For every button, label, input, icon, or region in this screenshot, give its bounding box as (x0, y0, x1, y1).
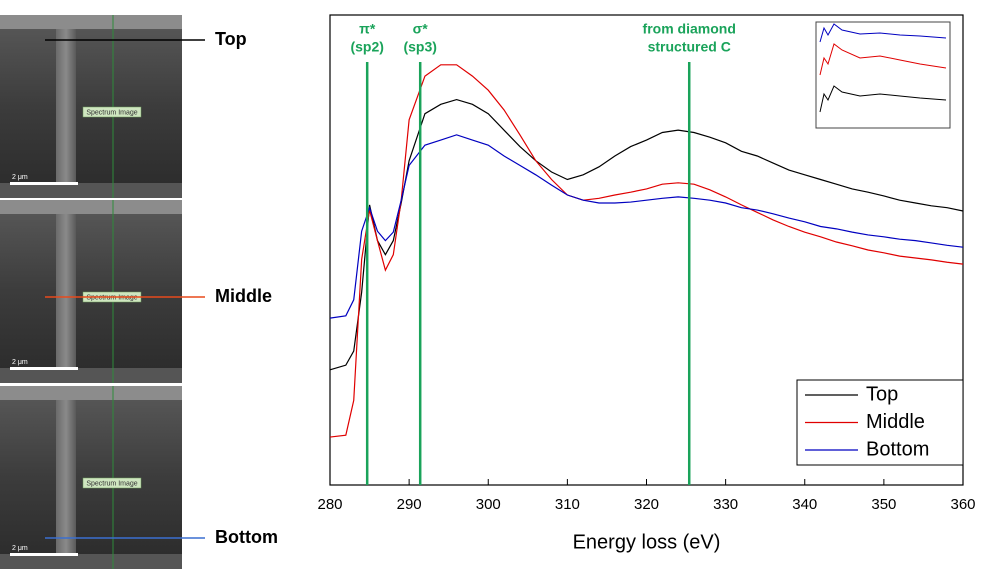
scale-bar (10, 553, 78, 556)
sem-stripe (56, 400, 76, 569)
scale-bar (10, 367, 78, 370)
series-line (329, 98, 964, 371)
scale-bar (10, 182, 78, 185)
scale-label: 2 μm (12, 545, 28, 552)
sem-bottom (0, 554, 182, 569)
sem-top-band (0, 386, 182, 400)
x-tick-label: 350 (871, 496, 896, 513)
x-tick-label: 320 (634, 496, 659, 513)
chart: 280 290 300 310 320 330 340 350 360 Energy loss (… (317, 14, 976, 553)
annotation-label: from diamond (643, 21, 736, 37)
caption: Top (215, 29, 247, 49)
inset (815, 21, 951, 129)
annotation-label: π* (359, 21, 376, 37)
sem-stripe (56, 29, 76, 198)
x-tick-label: 330 (713, 496, 738, 513)
annotation-label: (sp2) (350, 39, 383, 55)
sem-background (0, 15, 182, 198)
legend-label: Bottom (866, 438, 929, 460)
scale-label: 2 μm (12, 359, 28, 366)
sem-bottom (0, 368, 182, 383)
x-tick-label: 360 (950, 496, 975, 513)
caption: Bottom (215, 527, 278, 547)
annotation-label: (sp3) (403, 39, 436, 55)
sem-stripe (56, 214, 76, 383)
annotation-label: structured C (648, 39, 731, 55)
x-tick-label: 300 (476, 496, 501, 513)
sem-top-band (0, 15, 182, 29)
x-tick-label: 310 (555, 496, 580, 513)
legend-label: Top (866, 383, 898, 405)
series-line (329, 134, 964, 319)
sem-background (0, 200, 182, 383)
sem-top-band (0, 200, 182, 214)
x-tick-label: 280 (317, 496, 342, 513)
annotation-label: σ* (413, 21, 429, 37)
scale-label: 2 μm (12, 174, 28, 181)
sem-bottom (0, 183, 182, 198)
overlay-box (82, 106, 142, 118)
overlay-label: Spectrum Image (86, 109, 137, 116)
legend-label: Middle (866, 411, 925, 433)
overlay-label: Spectrum Image (86, 294, 137, 301)
series-line (329, 64, 964, 438)
x-axis-label: Energy loss (eV) (573, 531, 721, 553)
overlay-label: Spectrum Image (86, 480, 137, 487)
x-tick-label: 340 (792, 496, 817, 513)
sem-background (0, 386, 182, 569)
x-tick-label: 290 (397, 496, 422, 513)
caption: Middle (215, 286, 272, 306)
sem-images: Spectrum Image 2 μm Top Spectrum Image 2 μm M… (0, 15, 278, 569)
overlay-box (82, 477, 142, 489)
